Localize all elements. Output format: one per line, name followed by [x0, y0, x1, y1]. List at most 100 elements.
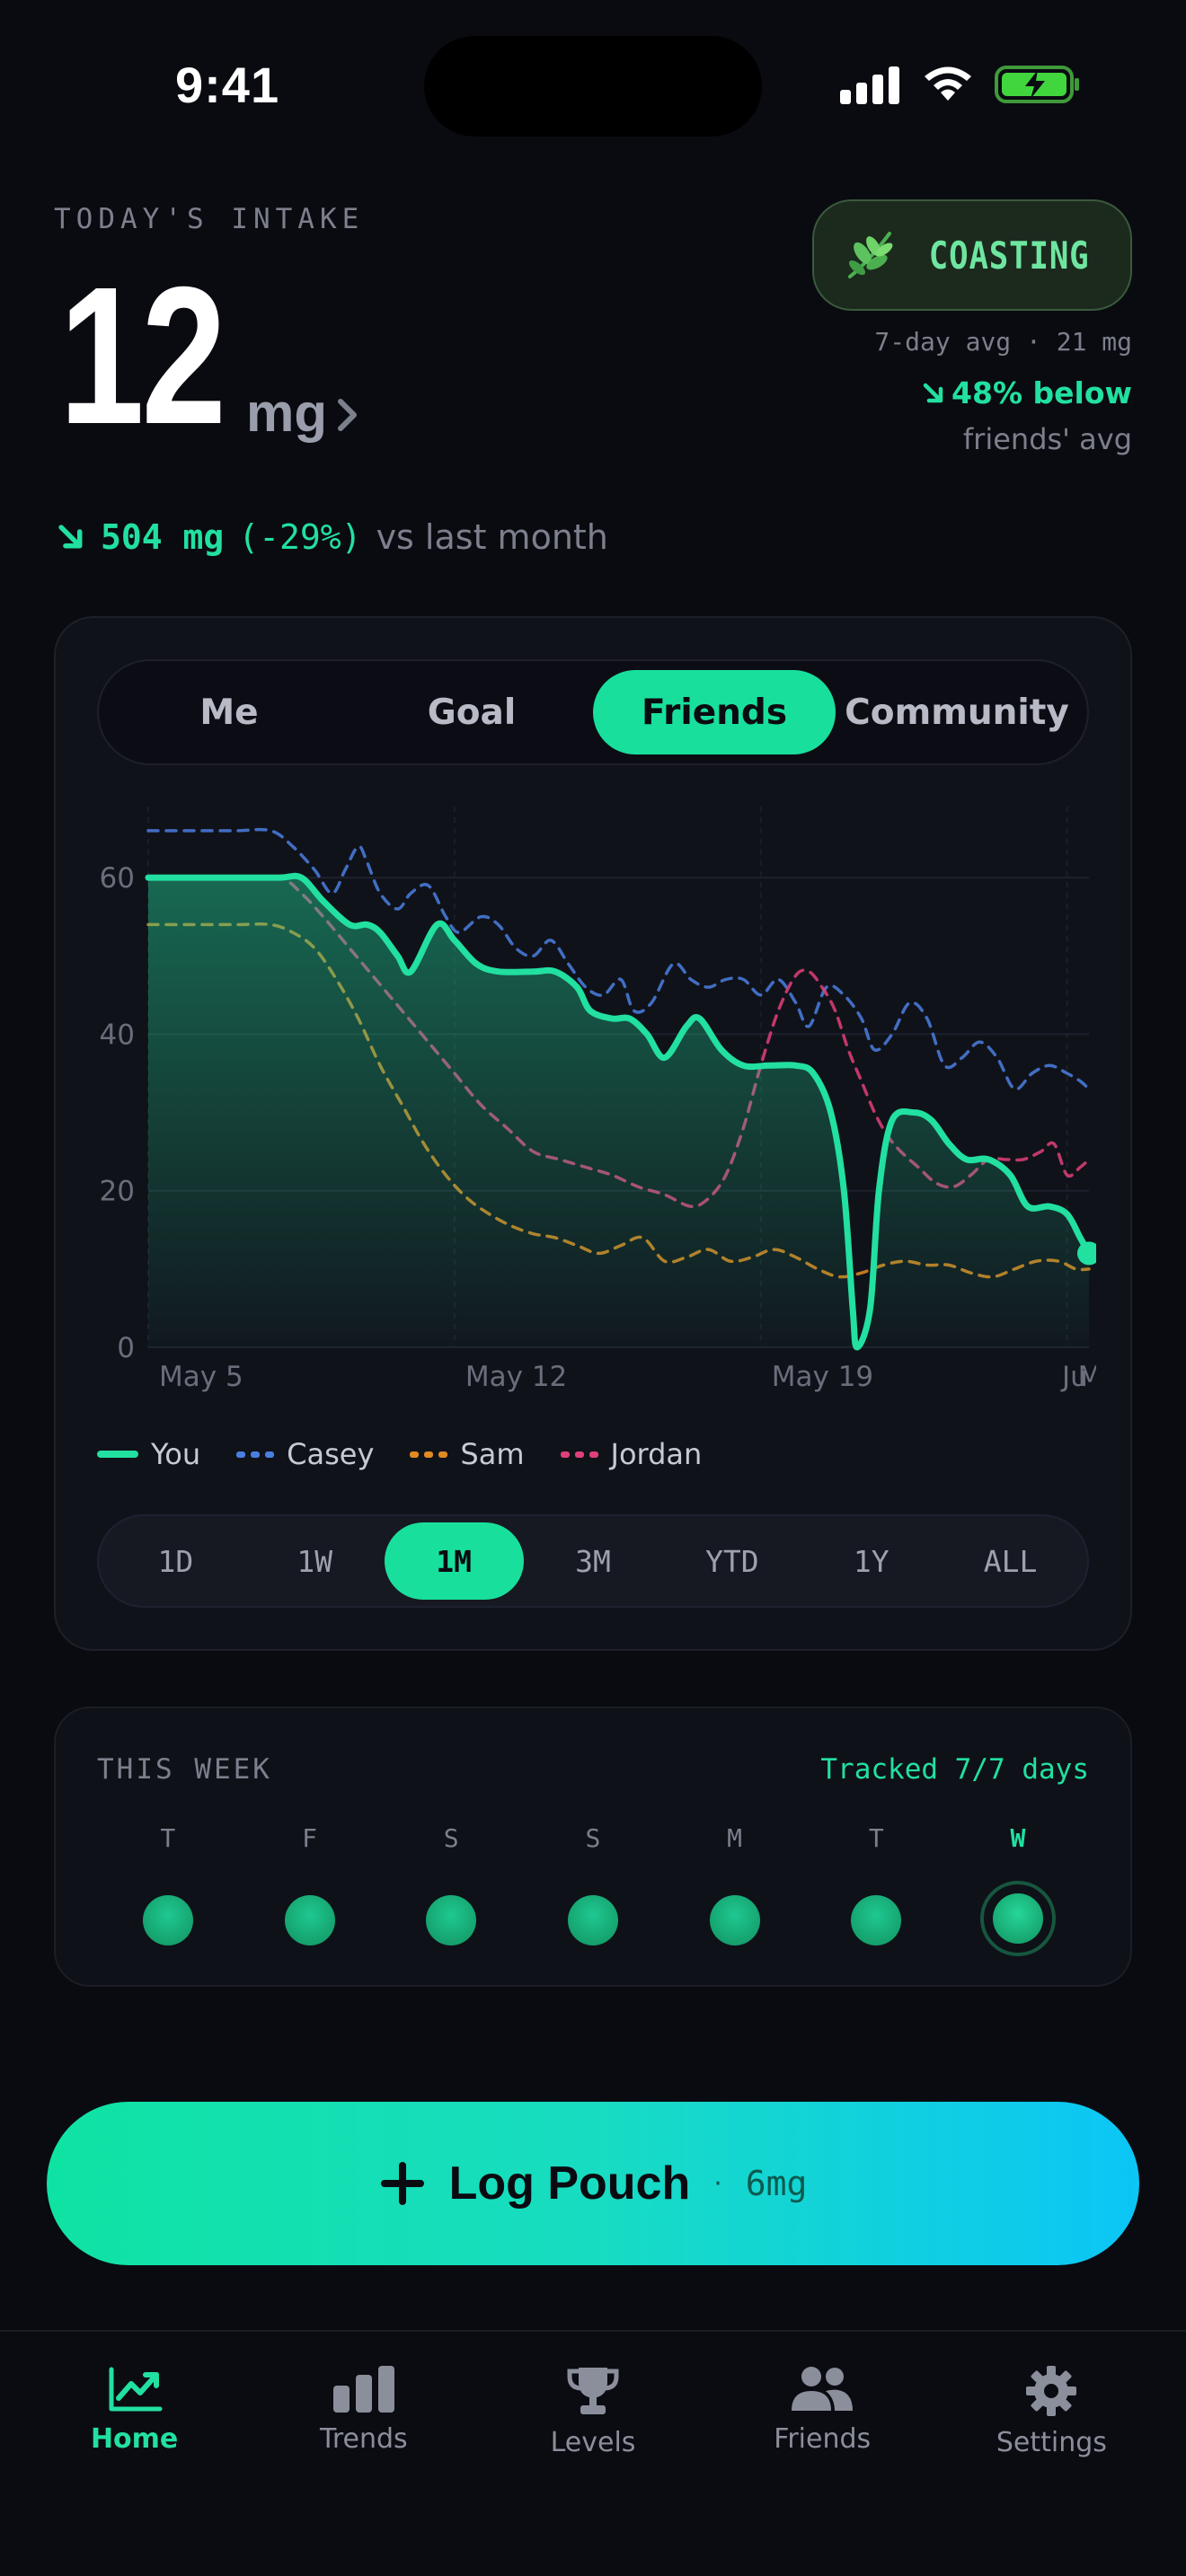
- x-tick-label: May 12: [465, 1361, 567, 1393]
- bar-chart-icon: [332, 2366, 394, 2413]
- tab-settings-label: Settings: [996, 2427, 1107, 2458]
- y-tick-label: 0: [117, 1332, 135, 1364]
- delta-value: 504 mg: [101, 517, 225, 557]
- day-tracked-dot: [142, 1895, 193, 1945]
- seven-day-avg: 7-day avg · 21 mg: [874, 327, 1132, 357]
- tab-levels[interactable]: Levels: [478, 2332, 707, 2576]
- day-tracked-dot: [851, 1895, 902, 1945]
- today-intake-label: TODAY'S INTAKE: [54, 203, 365, 235]
- day-label: S: [585, 1823, 601, 1853]
- day-item[interactable]: T: [97, 1823, 239, 1956]
- y-tick-label: 60: [100, 862, 135, 895]
- legend-you: You: [97, 1437, 200, 1471]
- tab-levels-label: Levels: [550, 2427, 636, 2458]
- range-all[interactable]: ALL: [983, 1543, 1038, 1579]
- day-label: W: [1010, 1823, 1026, 1853]
- badge-label: COASTING: [928, 233, 1090, 278]
- friends-avg-label: friends' avg: [962, 422, 1132, 456]
- time-range-selector: 1D 1W 1M 3M YTD 1Y ALL: [97, 1514, 1089, 1608]
- status-badge[interactable]: COASTING: [812, 199, 1132, 311]
- day-item[interactable]: F: [239, 1823, 381, 1956]
- intake-unit: mg: [246, 383, 327, 443]
- battery-charging-icon: [995, 66, 1079, 103]
- legend-casey: Casey: [236, 1437, 374, 1471]
- log-pouch-button[interactable]: Log Pouch · 6mg: [47, 2102, 1139, 2265]
- friends-comparison-value: 48% below: [951, 375, 1132, 410]
- log-pouch-label: Log Pouch: [448, 2157, 691, 2210]
- day-item[interactable]: T: [805, 1823, 947, 1956]
- legend-casey-swatch: [236, 1451, 275, 1458]
- day-label: F: [302, 1823, 317, 1853]
- tab-settings[interactable]: Settings: [937, 2332, 1166, 2576]
- segment-goal[interactable]: Goal: [427, 692, 517, 733]
- legend-sam-label: Sam: [460, 1437, 525, 1471]
- day-label: T: [868, 1823, 884, 1853]
- legend-you-swatch: [97, 1451, 138, 1458]
- day-label: T: [160, 1823, 176, 1853]
- tab-friends[interactable]: Friends: [708, 2332, 937, 2576]
- chart-line-icon: [109, 2367, 163, 2412]
- legend-jordan: Jordan: [560, 1437, 703, 1471]
- legend-jordan-label: Jordan: [610, 1437, 703, 1471]
- tab-trends-label: Trends: [319, 2423, 408, 2455]
- day-tracked-dot: [567, 1895, 618, 1945]
- legend-jordan-swatch: [560, 1451, 598, 1458]
- day-tracked-dot: [709, 1895, 760, 1945]
- view-segmented-control: Me Goal Friends Community: [97, 659, 1089, 765]
- series-you-line: [145, 872, 1093, 1351]
- gear-icon: [1026, 2366, 1077, 2416]
- tab-bar: Home Trends Levels Friends: [0, 2330, 1186, 2576]
- day-item[interactable]: M: [664, 1823, 806, 1956]
- delta-percent: (-29%): [238, 517, 362, 557]
- day-tracked-dot: [426, 1895, 477, 1945]
- day-item[interactable]: S: [380, 1823, 522, 1956]
- day-tracked-dot-today: [979, 1881, 1056, 1956]
- monthly-delta: 504 mg (-29%) vs last month: [56, 517, 608, 557]
- x-tick-label: May 19: [772, 1361, 873, 1393]
- range-1m[interactable]: 1M: [384, 1522, 524, 1600]
- day-tracked-dot: [284, 1895, 335, 1945]
- legend-sam-swatch: [410, 1451, 448, 1458]
- y-tick-label: 20: [100, 1176, 135, 1208]
- week-tracked: Tracked 7/7 days: [820, 1753, 1089, 1786]
- series-you-area: [148, 876, 1089, 1347]
- plus-icon: [380, 2162, 424, 2205]
- x-tick-label: Ju: [1060, 1361, 1088, 1393]
- series-you-endpoint: [1077, 1241, 1096, 1266]
- range-1d[interactable]: 1D: [157, 1543, 194, 1579]
- intake-line-chart[interactable]: 0 20 40 60 May 5 May 12 May 19 May 26Ju: [90, 790, 1096, 1410]
- x-tick-label: May 26: [1078, 1361, 1096, 1393]
- range-3m[interactable]: 3M: [575, 1543, 611, 1579]
- series-casey-line: [146, 827, 1091, 1091]
- day-item-today[interactable]: W: [947, 1823, 1089, 1956]
- status-time: 9:41: [175, 57, 280, 113]
- tab-friends-label: Friends: [774, 2423, 872, 2455]
- tab-trends[interactable]: Trends: [249, 2332, 478, 2576]
- day-label: M: [727, 1823, 743, 1853]
- range-ytd[interactable]: YTD: [705, 1543, 759, 1579]
- signal-icon: [840, 66, 899, 104]
- friends-comparison: 48% below: [921, 375, 1132, 410]
- chart-legend: You Casey Sam Jordan: [97, 1437, 702, 1471]
- legend-you-label: You: [151, 1437, 201, 1471]
- range-1y[interactable]: 1Y: [853, 1543, 890, 1579]
- arrow-down-right-icon: [923, 383, 943, 403]
- wifi-icon: [925, 66, 971, 101]
- trophy-icon: [567, 2368, 619, 2414]
- log-amount: 6mg: [745, 2164, 808, 2203]
- intake-value[interactable]: 12: [59, 247, 226, 465]
- chevron-right-icon[interactable]: [336, 397, 359, 433]
- x-tick-label: May 5: [159, 1361, 243, 1393]
- segment-me[interactable]: Me: [199, 692, 259, 733]
- week-days: T F S S M T W: [97, 1823, 1089, 1956]
- day-label: S: [443, 1823, 459, 1853]
- segment-community[interactable]: Community: [845, 692, 1069, 733]
- delta-comparison-label: vs last month: [376, 517, 608, 557]
- legend-sam: Sam: [410, 1437, 525, 1471]
- range-1w[interactable]: 1W: [296, 1543, 333, 1579]
- log-separator: ·: [713, 2167, 722, 2200]
- tab-home[interactable]: Home: [20, 2332, 249, 2576]
- week-title: THIS WEEK: [97, 1753, 272, 1786]
- segment-friends[interactable]: Friends: [593, 670, 836, 754]
- day-item[interactable]: S: [522, 1823, 664, 1956]
